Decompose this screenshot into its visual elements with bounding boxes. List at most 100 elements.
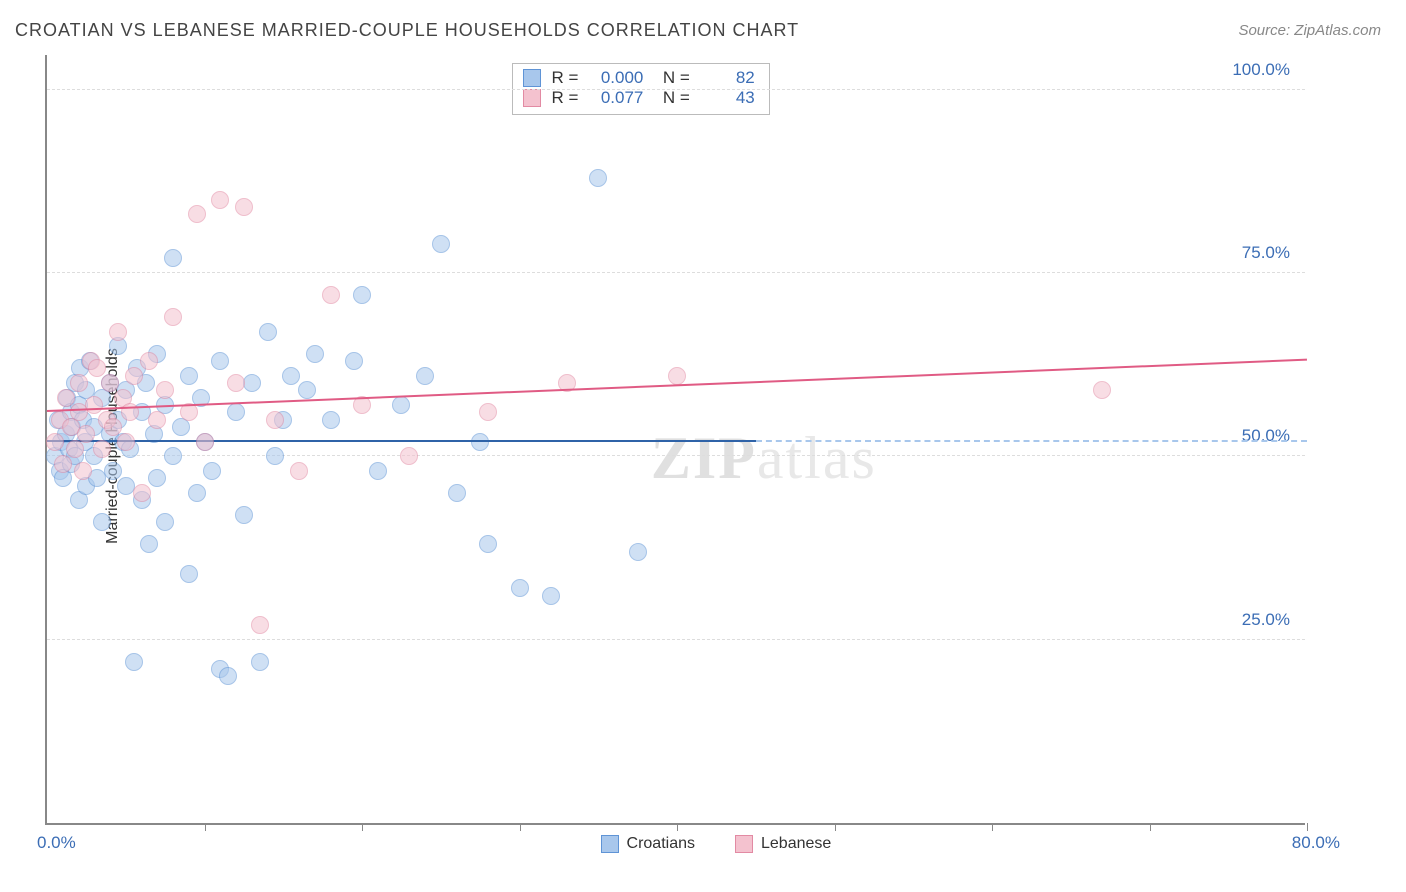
data-point bbox=[164, 447, 182, 465]
legend-label: Croatians bbox=[627, 835, 695, 853]
data-point bbox=[479, 535, 497, 553]
data-point bbox=[511, 579, 529, 597]
xtick bbox=[677, 823, 678, 831]
xtick bbox=[992, 823, 993, 831]
data-point bbox=[125, 653, 143, 671]
swatch-lebanese bbox=[735, 835, 753, 853]
ytick-label: 100.0% bbox=[1232, 60, 1290, 80]
xtick bbox=[362, 823, 363, 831]
stat-label: R = bbox=[551, 68, 578, 88]
data-point bbox=[164, 249, 182, 267]
data-point bbox=[88, 359, 106, 377]
plot-area: ZIPatlas R = 0.000 N = 82 R = 0.077 N = … bbox=[45, 55, 1305, 825]
legend-item-lebanese: Lebanese bbox=[735, 835, 831, 853]
data-point bbox=[133, 484, 151, 502]
data-point bbox=[266, 447, 284, 465]
data-point bbox=[259, 323, 277, 341]
stat-r-croatians: 0.000 bbox=[588, 68, 643, 88]
gridline bbox=[47, 639, 1305, 640]
data-point bbox=[85, 396, 103, 414]
data-point bbox=[125, 367, 143, 385]
data-point bbox=[93, 440, 111, 458]
ytick-label: 25.0% bbox=[1242, 610, 1290, 630]
data-point bbox=[109, 323, 127, 341]
gridline bbox=[47, 455, 1305, 456]
trend-line-dashed bbox=[756, 440, 1307, 442]
data-point bbox=[369, 462, 387, 480]
data-point bbox=[148, 411, 166, 429]
x-max-label: 80.0% bbox=[1292, 833, 1340, 853]
stat-r-lebanese: 0.077 bbox=[588, 88, 643, 108]
data-point bbox=[306, 345, 324, 363]
trend-line bbox=[47, 440, 756, 442]
data-point bbox=[140, 535, 158, 553]
data-point bbox=[211, 191, 229, 209]
data-point bbox=[1093, 381, 1111, 399]
data-point bbox=[251, 616, 269, 634]
data-point bbox=[251, 653, 269, 671]
data-point bbox=[668, 367, 686, 385]
data-point bbox=[432, 235, 450, 253]
watermark: ZIPatlas bbox=[651, 424, 877, 493]
stat-label: N = bbox=[653, 88, 689, 108]
stats-row-lebanese: R = 0.077 N = 43 bbox=[523, 88, 754, 108]
stat-n-croatians: 82 bbox=[700, 68, 755, 88]
xtick bbox=[1307, 823, 1308, 831]
data-point bbox=[104, 462, 122, 480]
legend-item-croatians: Croatians bbox=[601, 835, 695, 853]
xtick bbox=[205, 823, 206, 831]
data-point bbox=[211, 352, 229, 370]
data-point bbox=[266, 411, 284, 429]
data-point bbox=[448, 484, 466, 502]
data-point bbox=[322, 286, 340, 304]
data-point bbox=[117, 433, 135, 451]
data-point bbox=[74, 462, 92, 480]
swatch-lebanese bbox=[523, 89, 541, 107]
data-point bbox=[392, 396, 410, 414]
data-point bbox=[227, 403, 245, 421]
data-point bbox=[353, 286, 371, 304]
swatch-croatians bbox=[601, 835, 619, 853]
data-point bbox=[400, 447, 418, 465]
xtick bbox=[1150, 823, 1151, 831]
stat-label: N = bbox=[653, 68, 689, 88]
data-point bbox=[101, 374, 119, 392]
data-point bbox=[298, 381, 316, 399]
data-point bbox=[542, 587, 560, 605]
ytick-label: 75.0% bbox=[1242, 243, 1290, 263]
data-point bbox=[479, 403, 497, 421]
stat-n-lebanese: 43 bbox=[700, 88, 755, 108]
data-point bbox=[235, 506, 253, 524]
data-point bbox=[188, 205, 206, 223]
data-point bbox=[66, 440, 84, 458]
data-point bbox=[322, 411, 340, 429]
stats-row-croatians: R = 0.000 N = 82 bbox=[523, 68, 754, 88]
data-point bbox=[54, 455, 72, 473]
data-point bbox=[57, 389, 75, 407]
xtick bbox=[835, 823, 836, 831]
x-min-label: 0.0% bbox=[37, 833, 76, 853]
data-point bbox=[156, 381, 174, 399]
data-point bbox=[203, 462, 221, 480]
data-point bbox=[235, 198, 253, 216]
data-point bbox=[180, 565, 198, 583]
data-point bbox=[290, 462, 308, 480]
data-point bbox=[282, 367, 300, 385]
data-point bbox=[148, 469, 166, 487]
data-point bbox=[629, 543, 647, 561]
data-point bbox=[93, 513, 111, 531]
bottom-legend: Croatians Lebanese bbox=[601, 835, 832, 853]
data-point bbox=[196, 433, 214, 451]
data-point bbox=[77, 425, 95, 443]
data-point bbox=[46, 433, 64, 451]
data-point bbox=[416, 367, 434, 385]
legend-label: Lebanese bbox=[761, 835, 831, 853]
stat-label: R = bbox=[551, 88, 578, 108]
data-point bbox=[188, 484, 206, 502]
data-point bbox=[345, 352, 363, 370]
data-point bbox=[70, 374, 88, 392]
data-point bbox=[243, 374, 261, 392]
swatch-croatians bbox=[523, 69, 541, 87]
ytick-label: 50.0% bbox=[1242, 426, 1290, 446]
source-label: Source: ZipAtlas.com bbox=[1238, 22, 1381, 39]
